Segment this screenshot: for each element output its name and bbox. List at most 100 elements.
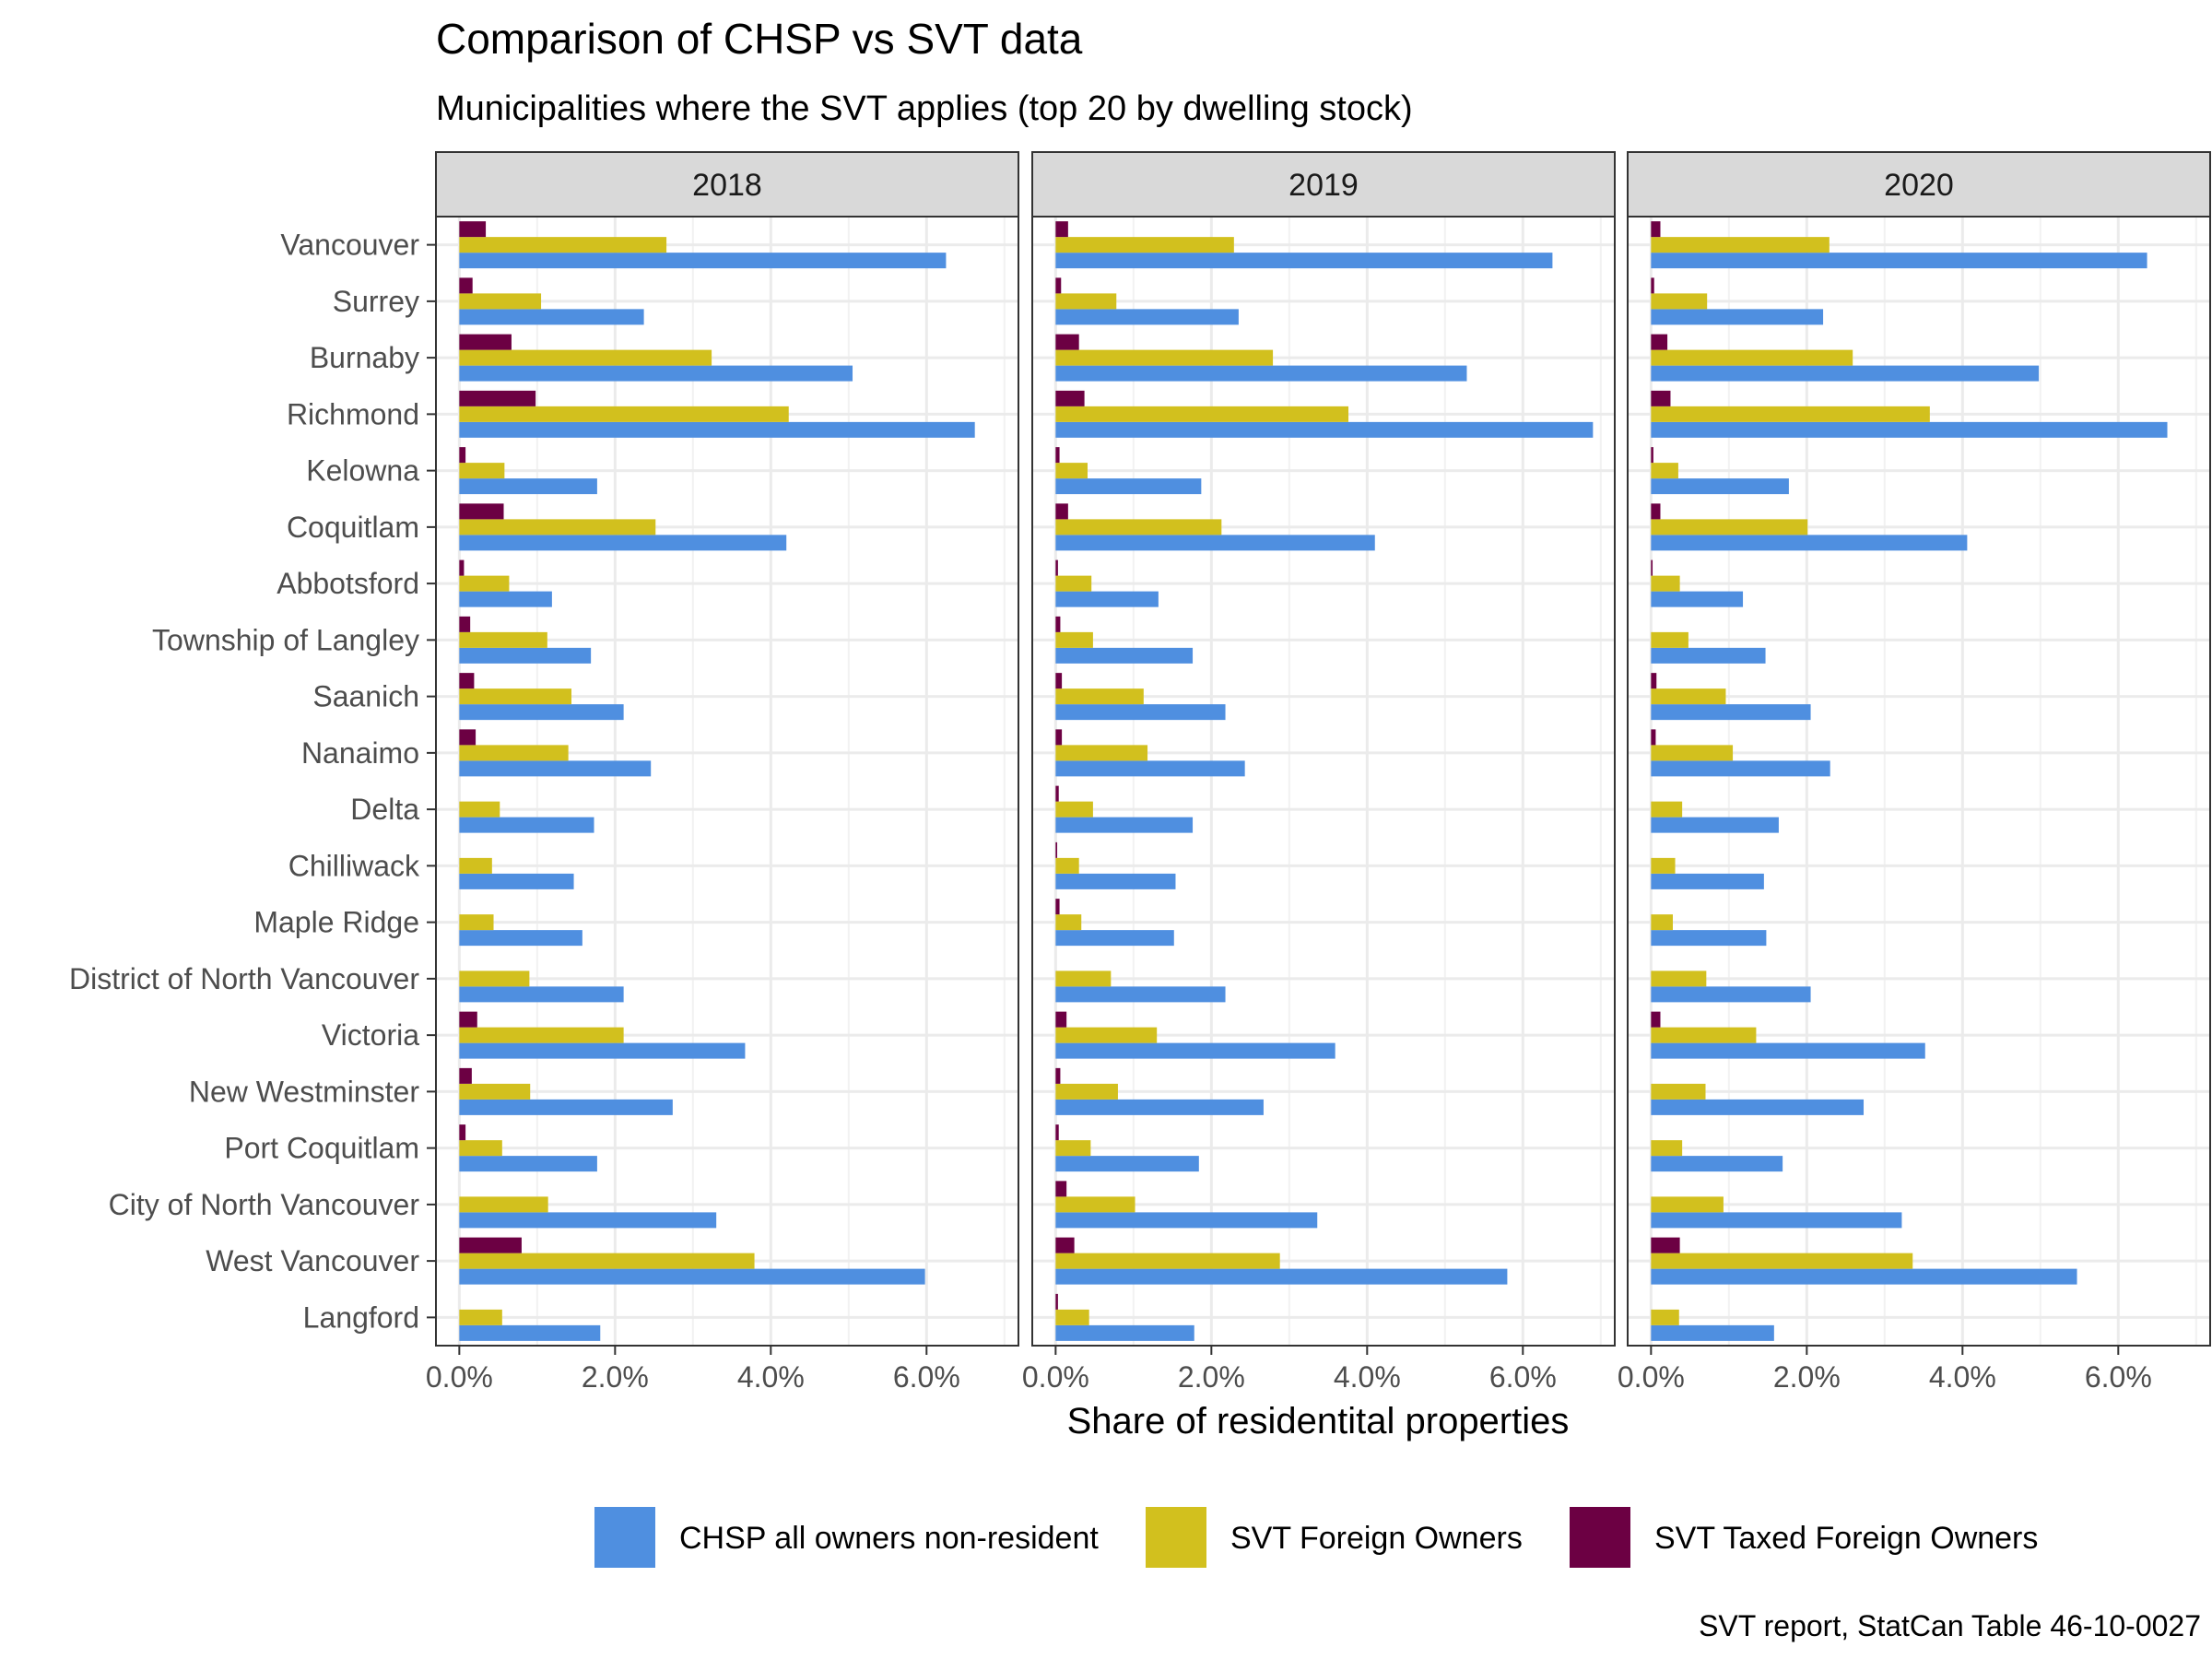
chart-title: Comparison of CHSP vs SVT data <box>436 15 1083 63</box>
facet-label: 2019 <box>1288 168 1359 203</box>
x-tick-label: 4.0% <box>1334 1360 1401 1394</box>
panel-background <box>436 217 1018 1346</box>
bar <box>459 253 947 269</box>
chart-subtitle: Municipalities where the SVT applies (to… <box>436 89 1413 128</box>
bar <box>1651 631 1688 648</box>
bar <box>1651 447 1653 464</box>
panel-background <box>1628 217 2210 1346</box>
bar <box>1055 745 1148 761</box>
bar <box>459 421 975 438</box>
bar <box>459 365 853 382</box>
y-tick-label: Saanich <box>312 680 419 713</box>
bar <box>459 1253 755 1269</box>
bar <box>459 647 592 664</box>
bar <box>1055 478 1202 495</box>
bar <box>1651 1083 1706 1100</box>
x-tick-label: 2.0% <box>582 1360 649 1394</box>
bar <box>459 390 536 406</box>
bar <box>1055 406 1349 422</box>
bar <box>459 801 500 818</box>
bar <box>1055 253 1553 269</box>
bar <box>1651 873 1764 889</box>
bar <box>1055 463 1088 479</box>
bar <box>459 349 712 366</box>
bar <box>459 1212 717 1229</box>
panel-background <box>1032 217 1615 1346</box>
bar <box>1055 1293 1058 1310</box>
bar <box>1651 673 1657 689</box>
bar <box>1055 971 1112 987</box>
bar <box>1055 1253 1280 1269</box>
bar <box>1055 1140 1091 1157</box>
facet-panels: 2018 0.0% 2.0% 4.0% 6.0% 2019 0.0% 2.0% 4.0% 6.0%… <box>426 151 2211 1394</box>
bar <box>1055 616 1061 632</box>
y-tick-label: Abbotsford <box>276 567 419 600</box>
y-tick-label: Vancouver <box>280 229 419 262</box>
bar <box>1651 1268 2077 1285</box>
bar <box>1651 575 1680 592</box>
facet-panel: 2020 0.0% 2.0% 4.0% 6.0% <box>1618 151 2211 1394</box>
bar <box>1055 899 1060 915</box>
bar <box>1651 1309 1679 1325</box>
bar <box>1651 293 1708 310</box>
bar <box>1055 1124 1059 1141</box>
bar <box>1651 745 1734 761</box>
bar <box>1651 647 1766 664</box>
bar <box>1055 1324 1194 1341</box>
x-tick-label: 6.0% <box>2085 1360 2152 1394</box>
bar <box>1055 873 1176 889</box>
bar <box>459 1124 466 1141</box>
y-tick-label: Maple Ridge <box>253 906 419 939</box>
facet-label: 2018 <box>692 168 762 203</box>
bar <box>1651 1324 1774 1341</box>
bar <box>459 293 542 310</box>
bar <box>459 519 656 535</box>
y-tick-label: Richmond <box>287 397 419 430</box>
bar <box>1651 478 1789 495</box>
bar <box>1651 1253 1913 1269</box>
bar <box>1055 986 1226 1003</box>
bar <box>1651 817 1779 833</box>
bar <box>1651 390 1671 406</box>
bar <box>1055 930 1174 947</box>
bar <box>1651 704 1811 721</box>
bar <box>1651 801 1683 818</box>
bar <box>1651 857 1676 874</box>
bar <box>459 930 582 947</box>
bar <box>1055 1237 1075 1253</box>
bar <box>1055 293 1117 310</box>
bar <box>459 1099 673 1115</box>
bar <box>1055 221 1068 238</box>
x-tick-label: 2.0% <box>1773 1360 1841 1394</box>
x-tick-label: 4.0% <box>1929 1360 1996 1394</box>
bar <box>1651 1196 1724 1213</box>
bar <box>1651 406 1930 422</box>
bar <box>459 1309 502 1325</box>
bar <box>459 971 530 987</box>
bar <box>1651 1237 1680 1253</box>
bar <box>1651 1212 1902 1229</box>
bar <box>1055 1011 1067 1028</box>
bar <box>459 1196 548 1213</box>
bar <box>459 591 552 607</box>
bar <box>1651 253 2147 269</box>
bar <box>1651 221 1661 238</box>
bar <box>1055 1309 1089 1325</box>
legend-swatch <box>1146 1507 1206 1568</box>
bar <box>1651 503 1661 520</box>
bar <box>1055 535 1375 551</box>
y-tick-label: Kelowna <box>306 454 419 488</box>
bar <box>459 729 477 746</box>
bar <box>1651 729 1656 746</box>
bar <box>1055 857 1079 874</box>
bar <box>1651 334 1668 350</box>
bar <box>459 447 466 464</box>
bar <box>1651 421 2168 438</box>
bar <box>1055 575 1092 592</box>
bar <box>1651 535 1968 551</box>
bar <box>1651 1156 1783 1172</box>
bar <box>459 503 504 520</box>
x-tick-label: 2.0% <box>1178 1360 1245 1394</box>
bar <box>1055 914 1082 931</box>
